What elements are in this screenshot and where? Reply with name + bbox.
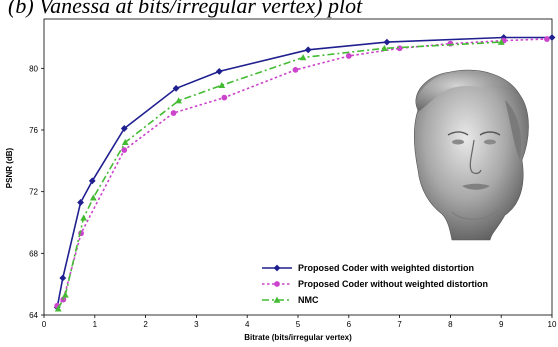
legend-entry: Proposed Coder with weighted distortion xyxy=(262,263,474,273)
data-point xyxy=(121,138,129,146)
legend-label: Proposed Coder without weighted distorti… xyxy=(298,279,488,289)
x-tick-label: 4 xyxy=(245,320,250,329)
data-point xyxy=(59,274,67,282)
legend-entry: Proposed Coder without weighted distorti… xyxy=(262,279,488,289)
data-point xyxy=(345,53,352,59)
data-point xyxy=(497,38,505,45)
y-tick-label: 80 xyxy=(29,64,38,73)
data-point xyxy=(88,177,96,185)
x-tick-label: 10 xyxy=(548,320,557,329)
data-point xyxy=(121,147,128,153)
data-point xyxy=(380,44,388,52)
series-line xyxy=(57,41,502,310)
data-point xyxy=(221,94,228,101)
data-point xyxy=(61,291,69,298)
x-tick-label: 3 xyxy=(194,320,199,329)
x-tick-label: 1 xyxy=(93,320,98,329)
ticks-layer: 0 1 2 3 4 5 6 7 8 9 10 64 68 72 76 80 xyxy=(29,64,557,329)
head-statue-image xyxy=(413,69,529,241)
data-point xyxy=(80,214,88,221)
chart-legend: Proposed Coder with weighted distortion P… xyxy=(262,263,488,305)
series-layer xyxy=(53,34,556,312)
x-axis-title: Bitrate (bits/irregular vertex) xyxy=(244,333,352,342)
y-tick-label: 64 xyxy=(29,311,38,320)
data-point xyxy=(77,199,84,206)
y-tick-label: 68 xyxy=(29,249,38,258)
x-tick-label: 7 xyxy=(397,320,402,329)
data-point xyxy=(292,66,299,73)
top-caption: (b) Vanessa at bits/irregular vertex) pl… xyxy=(8,0,363,18)
data-point xyxy=(89,194,97,201)
data-point xyxy=(215,68,223,75)
data-point xyxy=(544,36,550,42)
data-point xyxy=(54,305,62,312)
y-tick-label: 76 xyxy=(29,126,38,135)
data-point xyxy=(299,54,307,61)
data-point xyxy=(170,110,177,116)
legend-swatch-marker xyxy=(274,281,280,287)
legend-swatch-marker xyxy=(273,264,281,272)
legend-label: Proposed Coder with weighted distortion xyxy=(298,263,474,273)
data-point xyxy=(383,38,391,46)
legend-swatch-marker xyxy=(273,296,281,303)
data-point xyxy=(172,84,180,92)
legend-label: NMC xyxy=(298,295,319,305)
data-point xyxy=(218,81,226,89)
y-tick-label: 72 xyxy=(29,188,38,197)
x-tick-label: 2 xyxy=(143,320,148,329)
series-3 xyxy=(54,38,505,312)
series-line xyxy=(56,38,547,307)
data-point xyxy=(548,34,556,41)
legend-entry: NMC xyxy=(262,295,319,305)
data-point xyxy=(304,46,312,54)
x-tick-label: 0 xyxy=(42,320,47,329)
y-axis-title: PSNR (dB) xyxy=(5,147,14,188)
data-point xyxy=(120,125,128,132)
x-tick-label: 8 xyxy=(448,320,453,329)
x-tick-label: 9 xyxy=(499,320,504,329)
data-point xyxy=(175,97,183,104)
x-tick-label: 5 xyxy=(296,320,301,329)
x-tick-label: 6 xyxy=(347,320,352,329)
